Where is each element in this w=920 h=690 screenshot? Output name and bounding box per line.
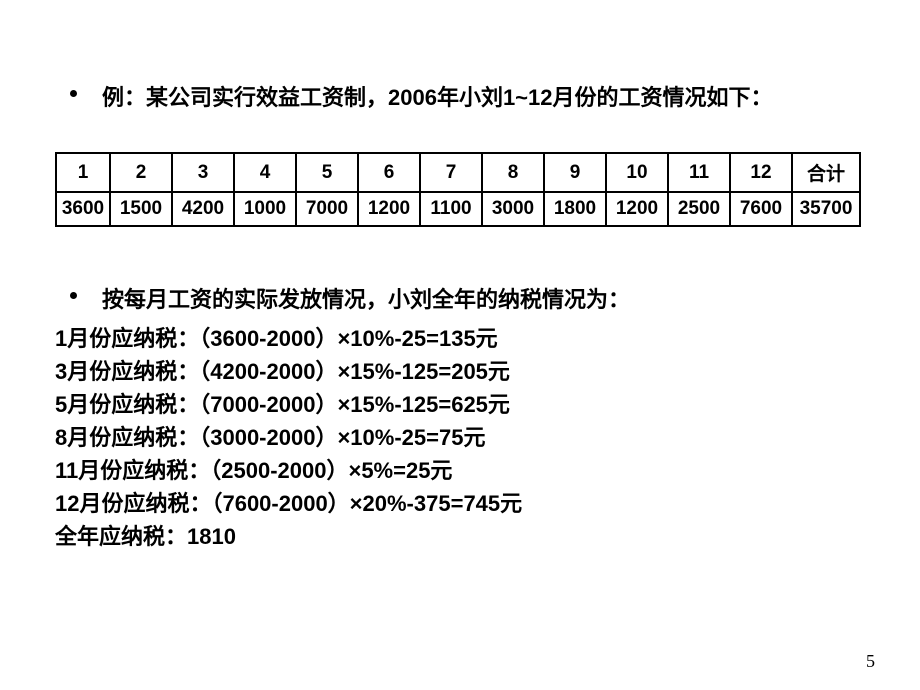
salary-table-wrap: 123456789101112合计 3600150042001000700012…: [55, 152, 865, 227]
table-value-cell: 1000: [234, 192, 296, 226]
bullet-icon: [70, 292, 77, 299]
table-value-cell: 3000: [482, 192, 544, 226]
calc-line: 5月份应纳税：（7000-2000）×15%-125=625元: [55, 388, 865, 421]
table-header-cell: 2: [110, 153, 172, 192]
table-value-cell: 4200: [172, 192, 234, 226]
calc-block: 按每月工资的实际发放情况，小刘全年的纳税情况为： 1月份应纳税：（3600-20…: [55, 282, 865, 553]
table-header-cell: 合计: [792, 153, 860, 192]
table-header-cell: 4: [234, 153, 296, 192]
table-value-cell: 2500: [668, 192, 730, 226]
bullet-icon: [70, 90, 77, 97]
calc-line: 3月份应纳税：（4200-2000）×15%-125=205元: [55, 355, 865, 388]
table-header-cell: 3: [172, 153, 234, 192]
table-header-cell: 12: [730, 153, 792, 192]
table-value-cell: 1800: [544, 192, 606, 226]
table-header-cell: 1: [56, 153, 110, 192]
page-number: 5: [866, 651, 875, 672]
calc-line: 全年应纳税：1810: [55, 520, 865, 553]
table-value-cell: 7600: [730, 192, 792, 226]
table-header-cell: 6: [358, 153, 420, 192]
table-header-row: 123456789101112合计: [56, 153, 860, 192]
calc-line: 11月份应纳税：（2500-2000）×5%=25元: [55, 454, 865, 487]
table-value-cell: 1200: [358, 192, 420, 226]
table-header-cell: 11: [668, 153, 730, 192]
table-header-cell: 5: [296, 153, 358, 192]
table-value-row: 3600150042001000700012001100300018001200…: [56, 192, 860, 226]
calc-lines-container: 1月份应纳税：（3600-2000）×10%-25=135元3月份应纳税：（42…: [55, 322, 865, 553]
calc-line: 1月份应纳税：（3600-2000）×10%-25=135元: [55, 322, 865, 355]
table-value-cell: 1200: [606, 192, 668, 226]
mid-bullet-text: 按每月工资的实际发放情况，小刘全年的纳税情况为：: [102, 282, 630, 314]
table-header-cell: 7: [420, 153, 482, 192]
calc-line: 12月份应纳税：（7600-2000）×20%-375=745元: [55, 487, 865, 520]
calc-line: 8月份应纳税：（3000-2000）×10%-25=75元: [55, 421, 865, 454]
salary-table: 123456789101112合计 3600150042001000700012…: [55, 152, 861, 227]
table-value-cell: 3600: [56, 192, 110, 226]
table-header-cell: 9: [544, 153, 606, 192]
table-value-cell: 35700: [792, 192, 860, 226]
table-value-cell: 7000: [296, 192, 358, 226]
table-value-cell: 1100: [420, 192, 482, 226]
top-bullet-text: 例：某公司实行效益工资制，2006年小刘1~12月份的工资情况如下：: [102, 80, 773, 112]
top-bullet-line: 例：某公司实行效益工资制，2006年小刘1~12月份的工资情况如下：: [70, 80, 865, 112]
table-header-cell: 10: [606, 153, 668, 192]
mid-bullet-line: 按每月工资的实际发放情况，小刘全年的纳税情况为：: [70, 282, 865, 314]
table-header-cell: 8: [482, 153, 544, 192]
table-value-cell: 1500: [110, 192, 172, 226]
